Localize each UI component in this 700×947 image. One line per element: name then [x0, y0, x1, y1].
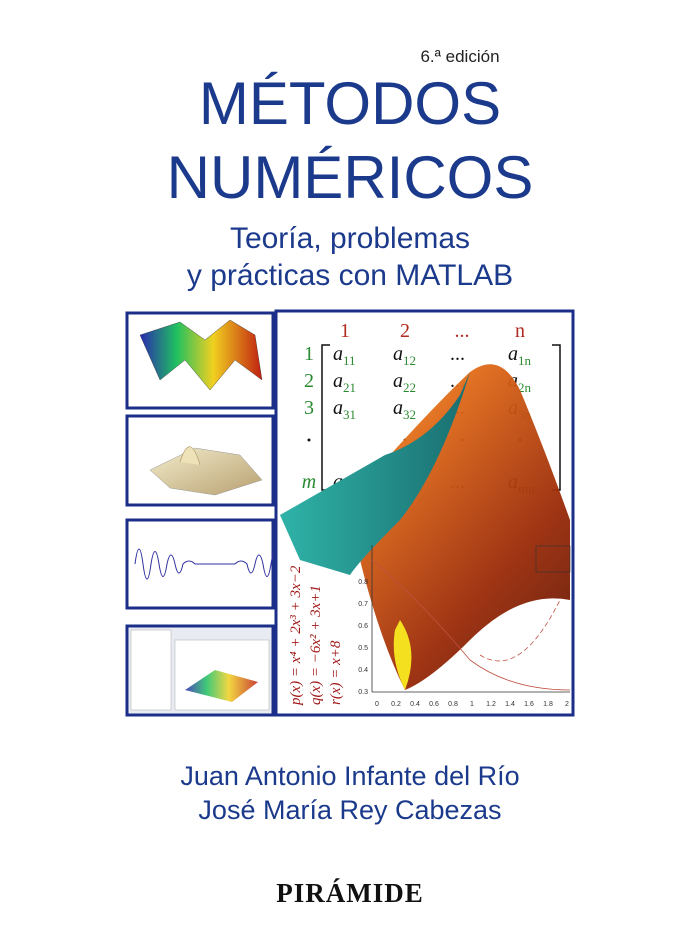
matrix-row-label: 3 [304, 397, 314, 419]
matrix-cell: a1n [508, 343, 532, 368]
matrix-cell-index: 2n [518, 380, 532, 395]
plot-y-tick-label: 0.7 [358, 601, 368, 608]
formula: r(x) = x+8 [328, 640, 344, 705]
matrix-cell: a31 [333, 397, 356, 422]
matrix-row-label: m [302, 471, 316, 493]
plot-y-tick-label: 0.8 [358, 579, 368, 586]
plot-x-tick-label: 1.4 [505, 701, 515, 708]
matrix-cell: a32 [393, 397, 416, 422]
edition: 6.ª edición [420, 47, 499, 66]
formula: p(x) = x⁴ + 2x³ + 3x−2 [288, 565, 304, 706]
matrix-cell-index: 22 [403, 380, 416, 395]
inset-plot: 0 0.2 0.4 0.6 0.8 1 1.2 1.4 1.6 1.8 2 0.3 0.4 0.5 0.6 0… [358, 545, 571, 708]
title-line: NUMÉRICOS [167, 144, 534, 211]
matrix-column-label: ... [455, 320, 470, 342]
matrix-column-label: n [515, 320, 525, 342]
vdots [307, 438, 311, 442]
matrix-cell-base: a [393, 397, 403, 419]
plot-y-tick-label: 0.3 [358, 689, 368, 696]
matrix-cell-base: a [333, 343, 343, 365]
matrix-cell-base: a [333, 397, 343, 419]
matrix-cell: a11 [333, 343, 356, 368]
matrix-cell-index: 11 [343, 353, 356, 368]
plot-x-tick-label: 0.4 [410, 701, 420, 708]
title-line: MÉTODOS [199, 70, 501, 137]
matrix-row-label: 1 [304, 343, 314, 365]
publisher: PIRÁMIDE [276, 878, 424, 908]
plot-x-tick-label: 0.6 [429, 701, 439, 708]
surface [280, 364, 570, 690]
plot-y-tick-label: 0.5 [358, 645, 368, 652]
matrix-cell-index: 32 [403, 407, 416, 422]
plot-x-tick-label: 1.6 [524, 701, 534, 708]
plot-x-tick-label: 1.2 [486, 701, 496, 708]
matrix-column-label: 2 [400, 320, 410, 342]
plot-y-tick-label: 0.4 [358, 667, 368, 674]
matrix-cell-base: a [393, 343, 403, 365]
matrix-cell-index: 21 [343, 380, 356, 395]
matrix-cell: a22 [393, 370, 416, 395]
matrix-cell-base: a [333, 370, 343, 392]
matrix-cell: ... [450, 343, 465, 365]
matrix-cell-index: 31 [343, 407, 356, 422]
subtitle-line: y prácticas con MATLAB [187, 259, 513, 292]
matrix-cell-index: 1n [518, 353, 532, 368]
author: José María Rey Cabezas [198, 795, 501, 825]
matrix-cell-base: ... [450, 343, 465, 365]
plot-x-tick-label: 2 [565, 701, 569, 708]
matrix-cell-base: a [393, 370, 403, 392]
matrix-cell: a21 [333, 370, 356, 395]
plot-y-tick-label: 0.6 [358, 623, 368, 630]
plot-x-tick-label: 0 [375, 701, 379, 708]
subtitle-line: Teoría, problemas [230, 222, 470, 255]
plot-x-tick-label: 1.8 [543, 701, 553, 708]
matrix-cell: a12 [393, 343, 416, 368]
author: Juan Antonio Infante del Río [180, 761, 519, 791]
plot-x-tick-label: 1 [470, 701, 474, 708]
matrix-cell-base: a [508, 343, 518, 365]
formula: q(x) = −6x² + 3x+1 [308, 585, 324, 705]
matrix-cell-index: 12 [403, 353, 416, 368]
matrix-column-label: 1 [340, 320, 350, 342]
thumbnails [125, 311, 288, 717]
plot-x-tick-label: 0.2 [391, 701, 401, 708]
matrix-row-label: 2 [304, 370, 314, 392]
plot-x-tick-label: 0.8 [448, 701, 458, 708]
